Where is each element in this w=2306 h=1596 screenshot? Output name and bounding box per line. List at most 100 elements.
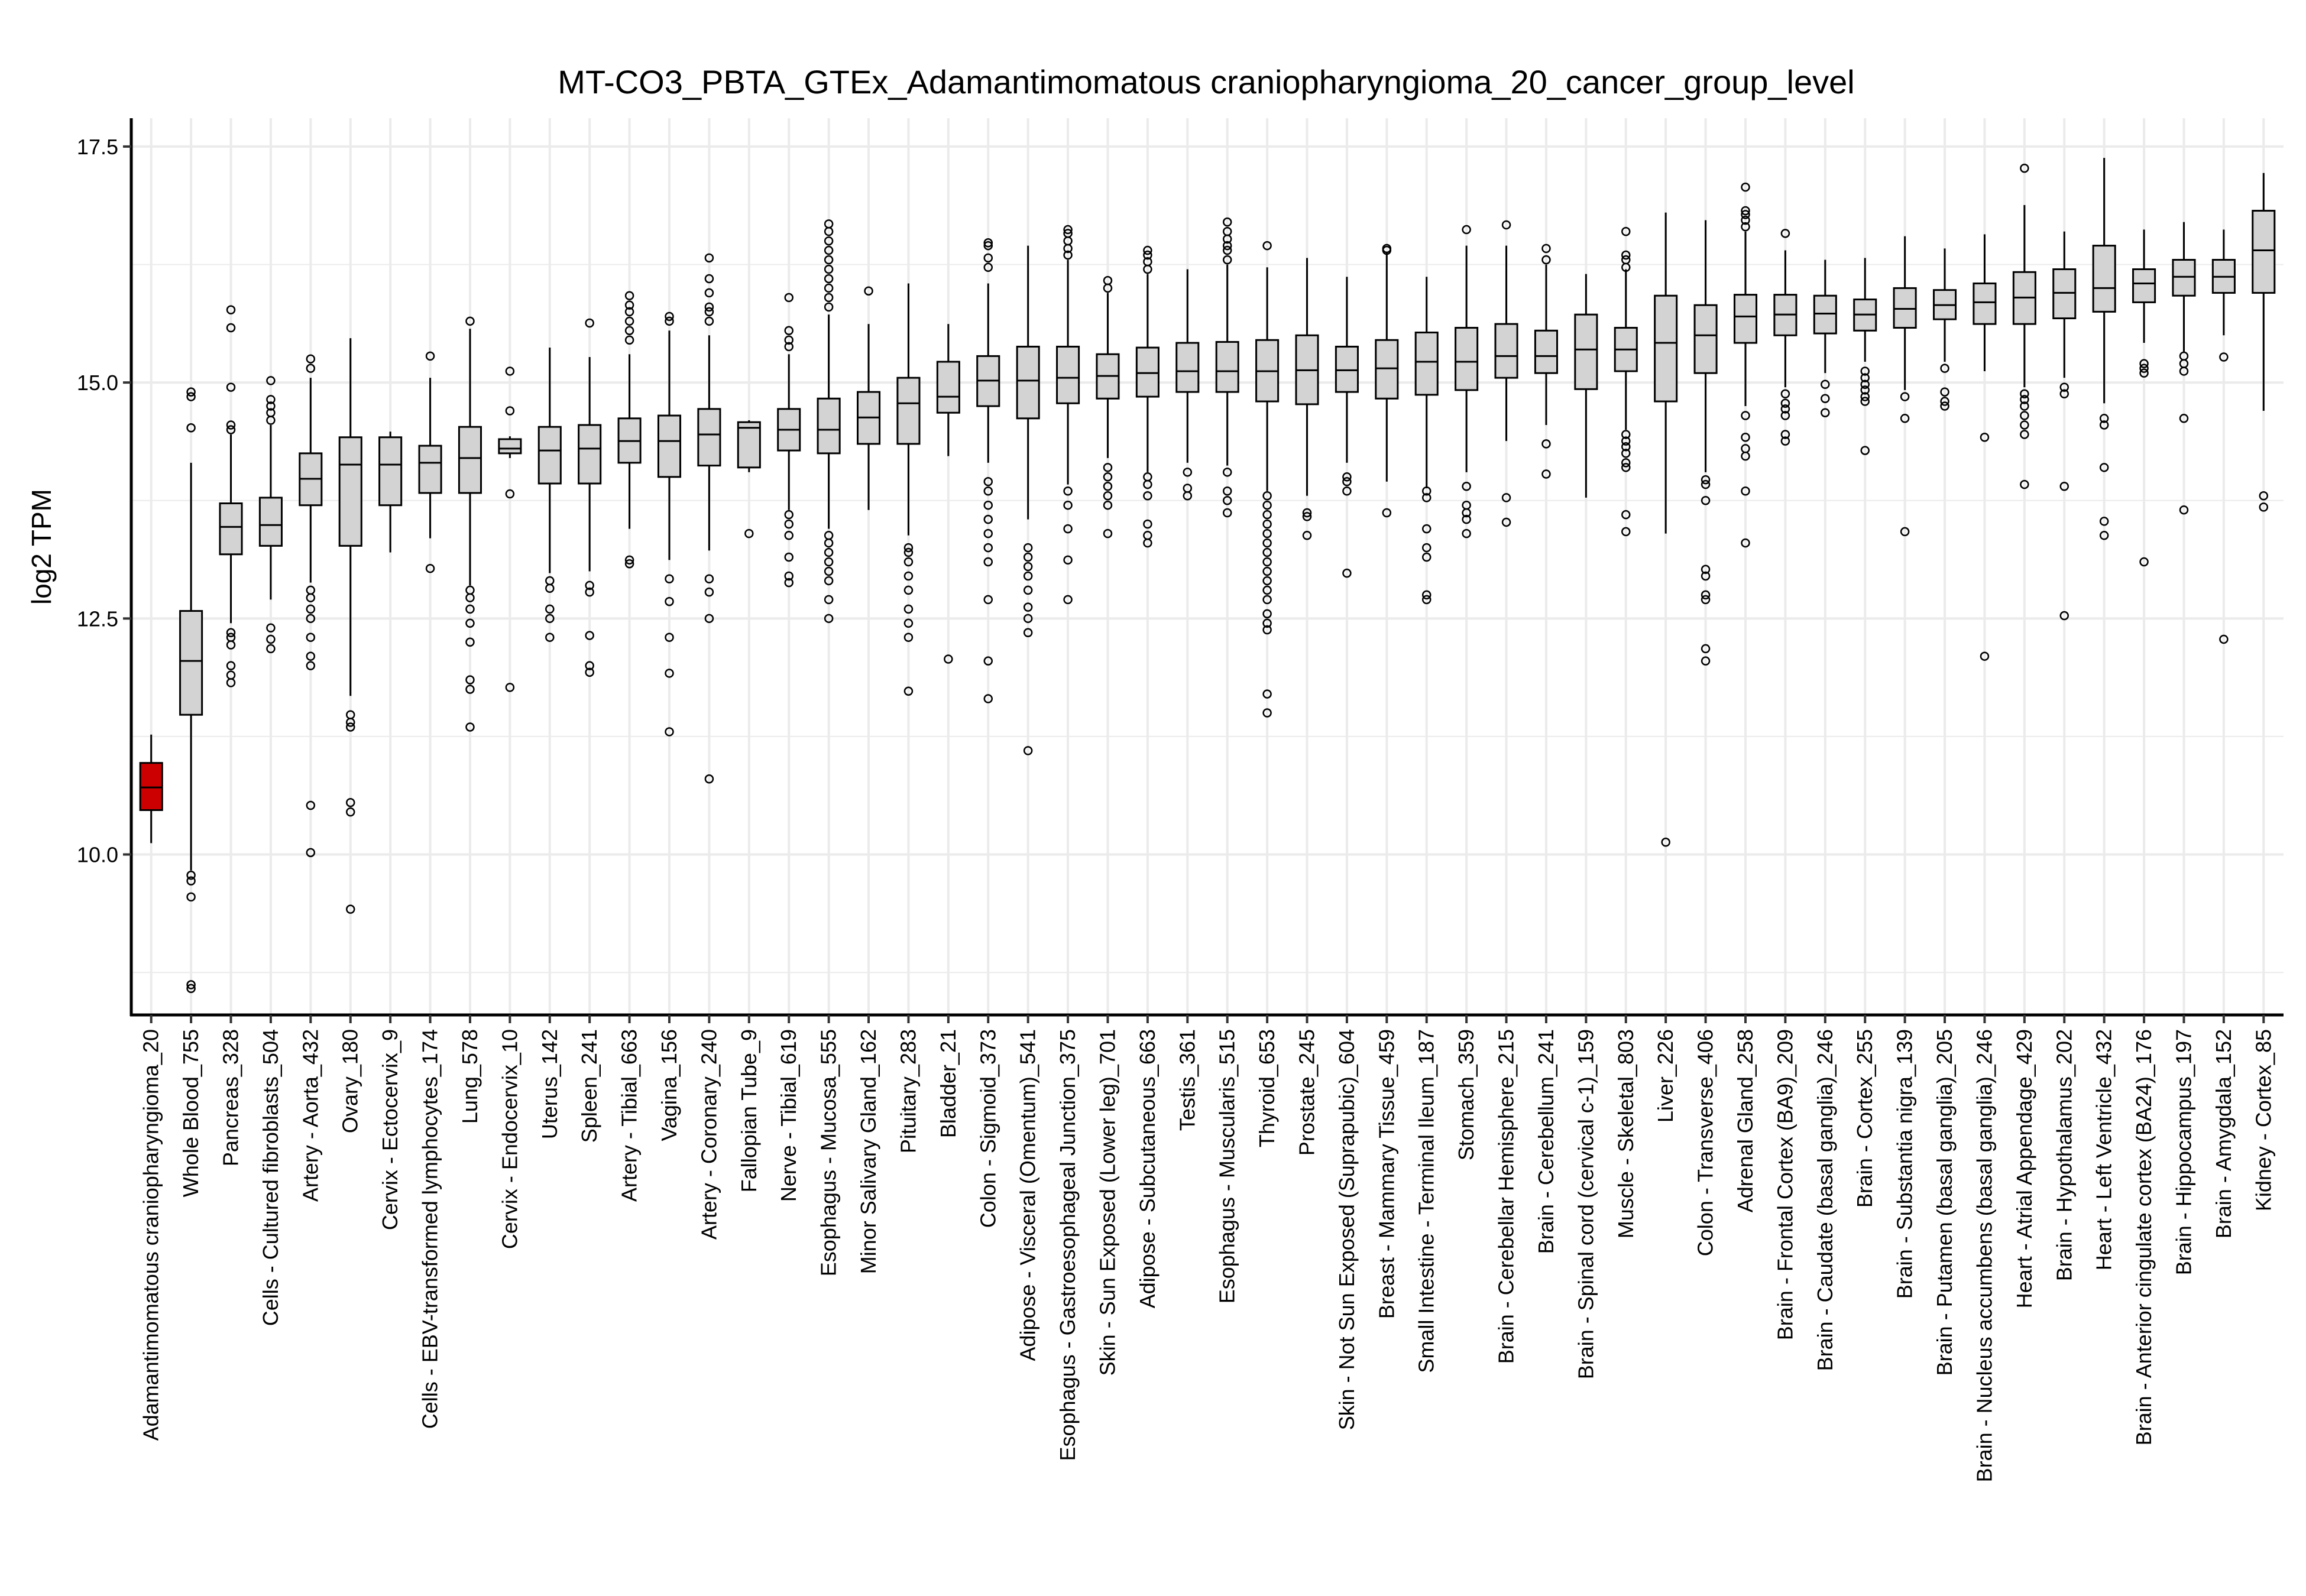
- box-group: [1654, 212, 1678, 847]
- x-tick-label: Colon - Sigmoid_373: [976, 1029, 1000, 1228]
- x-tick-label: Fallopian Tube_9: [737, 1029, 761, 1192]
- box-group: [578, 318, 602, 677]
- x-tick-label: Brain - Caudate (basal ganglia)_246: [1813, 1029, 1837, 1371]
- outlier-point: [1262, 538, 1272, 548]
- outlier-point: [1063, 486, 1073, 496]
- outlier-point: [903, 585, 914, 595]
- box: [1534, 329, 1559, 374]
- outlier-point: [1222, 468, 1232, 477]
- box-group: [299, 354, 323, 858]
- box: [418, 445, 442, 494]
- x-tick-label: Bladder_21: [936, 1029, 960, 1138]
- x-tick-label: Thyroid_653: [1255, 1029, 1279, 1147]
- outlier-point: [1741, 222, 1750, 232]
- outlier-point: [1780, 389, 1790, 399]
- boxes: [139, 158, 2276, 994]
- outlier-point: [2020, 420, 2029, 430]
- box-group: [1773, 229, 1797, 446]
- box: [1654, 294, 1678, 403]
- outlier-point: [1342, 568, 1352, 578]
- outlier-point: [266, 644, 276, 654]
- box: [1693, 304, 1718, 374]
- y-tick-label: 10.0: [77, 843, 118, 867]
- box: [2252, 209, 2276, 294]
- y-axis-label: log2 TPM: [26, 489, 57, 605]
- outlier-point: [306, 364, 316, 373]
- outlier-point: [465, 604, 475, 614]
- box-group: [1096, 275, 1120, 539]
- outlier-point: [1621, 449, 1631, 458]
- outlier-point: [864, 286, 873, 296]
- outlier-point: [1501, 517, 1511, 527]
- outlier-point: [505, 489, 515, 499]
- box-group: [1414, 277, 1439, 605]
- outlier-point: [983, 500, 993, 510]
- outlier-point: [704, 574, 714, 584]
- outlier-point: [1262, 708, 1272, 718]
- outlier-point: [306, 661, 316, 670]
- box-group: [2211, 229, 2236, 644]
- outlier-point: [545, 614, 555, 624]
- x-tick-label: Adamantimomatous craniopharyngioma_20: [139, 1029, 163, 1441]
- outlier-point: [1342, 486, 1352, 496]
- outlier-point: [1980, 432, 1990, 442]
- outlier-point: [1023, 614, 1033, 624]
- y-tick-labels: 10.0 12.5 15.0 17.5: [77, 135, 131, 867]
- outlier-point: [1143, 257, 1152, 267]
- box: [1016, 345, 1040, 420]
- outlier-point: [1621, 510, 1631, 520]
- box-group: [378, 432, 403, 553]
- outlier-point: [1860, 446, 1870, 455]
- outlier-point: [1103, 528, 1113, 539]
- box: [1893, 287, 1917, 329]
- box-group: [458, 316, 482, 732]
- outlier-point: [2099, 463, 2109, 472]
- outlier-point: [306, 614, 316, 624]
- box: [1973, 282, 1997, 325]
- outlier-point: [465, 685, 475, 694]
- outlier-point: [1222, 245, 1232, 255]
- box: [458, 426, 482, 494]
- outlier-point: [1023, 602, 1033, 612]
- outlier-point: [665, 312, 674, 322]
- outlier-point: [903, 557, 914, 567]
- outlier-point: [824, 595, 834, 605]
- outlier-point: [1063, 500, 1073, 510]
- outlier-point: [1063, 225, 1073, 235]
- outlier-point: [465, 722, 475, 732]
- box: [1574, 313, 1598, 390]
- outlier-point: [545, 632, 555, 643]
- outlier-point: [1741, 432, 1750, 442]
- outlier-point: [1541, 439, 1551, 449]
- outlier-point: [1262, 625, 1272, 635]
- box-group: [1215, 217, 1239, 518]
- outlier-point: [1262, 557, 1272, 567]
- x-tick-label: Pituitary_283: [896, 1029, 920, 1153]
- outlier-point: [1701, 644, 1711, 654]
- outlier-point: [1302, 508, 1312, 518]
- outlier-point: [1421, 552, 1431, 562]
- outlier-point: [1103, 491, 1113, 501]
- box-group: [1893, 236, 1917, 537]
- outlier-point: [983, 241, 993, 251]
- outlier-point: [1063, 595, 1073, 605]
- outlier-point: [1900, 392, 1910, 401]
- outlier-point: [1780, 404, 1790, 414]
- outlier-point: [1701, 656, 1711, 666]
- x-tick-label: Vagina_156: [657, 1029, 681, 1141]
- outlier-point: [824, 614, 834, 624]
- outlier-point: [1741, 486, 1750, 496]
- box-group: [777, 293, 801, 588]
- box-group: [1455, 225, 1479, 539]
- outlier-point: [226, 382, 236, 392]
- gridlines: [131, 118, 2284, 1015]
- outlier-point: [1023, 543, 1033, 553]
- outlier-point: [1940, 364, 1949, 373]
- outlier-point: [545, 583, 555, 593]
- outlier-point: [186, 892, 196, 902]
- x-tick-label: Artery - Aorta_432: [298, 1029, 322, 1202]
- box: [2092, 245, 2116, 313]
- outlier-point: [1701, 475, 1711, 485]
- outlier-point: [1421, 543, 1431, 553]
